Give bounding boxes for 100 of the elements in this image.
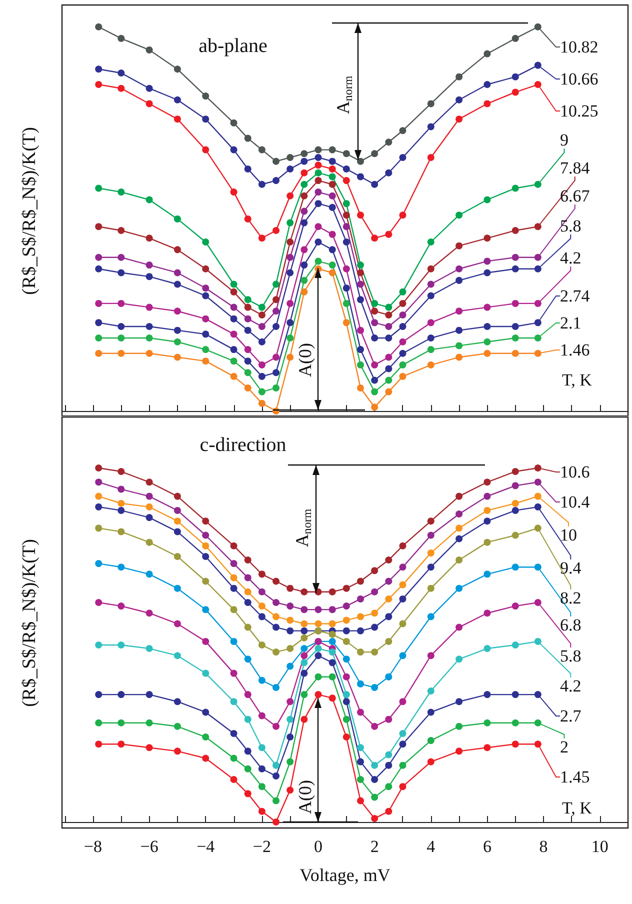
point — [512, 265, 519, 272]
point — [328, 606, 336, 614]
point — [371, 376, 378, 384]
point — [427, 708, 434, 716]
point — [328, 146, 336, 154]
point — [328, 230, 336, 238]
point — [258, 808, 266, 815]
point — [534, 23, 542, 30]
point — [244, 765, 252, 772]
point — [230, 346, 238, 354]
point — [118, 226, 125, 234]
point — [244, 304, 252, 311]
point — [427, 361, 434, 368]
point — [534, 300, 542, 307]
point — [512, 226, 519, 234]
point — [258, 372, 266, 380]
point — [230, 560, 238, 568]
point — [202, 146, 210, 154]
point — [258, 146, 266, 154]
point — [286, 662, 294, 670]
point — [342, 691, 350, 698]
point — [512, 184, 519, 192]
point — [300, 262, 308, 269]
point — [95, 492, 102, 500]
point — [286, 758, 294, 766]
point — [534, 223, 542, 230]
point — [230, 304, 238, 311]
point — [174, 308, 181, 315]
point — [286, 238, 294, 246]
point — [356, 280, 364, 288]
point — [399, 311, 406, 318]
point — [174, 280, 181, 288]
point — [534, 334, 542, 342]
point — [512, 641, 519, 648]
point — [286, 584, 294, 592]
point — [272, 323, 280, 330]
point — [202, 284, 210, 292]
point — [484, 478, 491, 486]
x-tick-label: 10 — [591, 837, 608, 856]
point — [342, 627, 350, 634]
point — [95, 691, 102, 698]
point — [258, 613, 266, 620]
point — [286, 192, 294, 200]
point — [146, 262, 153, 269]
point — [512, 468, 519, 476]
point — [328, 262, 336, 269]
point — [371, 588, 378, 596]
point — [146, 514, 153, 522]
point — [118, 323, 125, 330]
point — [512, 254, 519, 261]
point — [385, 304, 392, 311]
point — [342, 238, 350, 246]
x-tick-label: −2 — [252, 837, 271, 856]
legend-label: 1.46 — [560, 340, 590, 360]
point — [399, 127, 406, 134]
point — [328, 659, 336, 666]
point — [328, 269, 336, 276]
point — [399, 581, 406, 588]
point — [118, 254, 125, 261]
point — [146, 744, 153, 752]
point — [95, 478, 102, 486]
point — [230, 372, 238, 380]
point — [427, 549, 434, 556]
point — [230, 754, 238, 762]
point — [300, 627, 308, 634]
point — [286, 319, 294, 326]
x-tick-label: 8 — [539, 837, 548, 856]
point — [356, 758, 364, 766]
point — [95, 223, 102, 230]
point — [258, 234, 266, 242]
point — [399, 212, 406, 219]
point — [385, 613, 392, 620]
point — [118, 486, 125, 493]
point — [300, 219, 308, 226]
point — [399, 350, 406, 357]
point — [356, 708, 364, 716]
text: 5.8 — [560, 646, 582, 666]
point — [258, 304, 266, 311]
point — [174, 748, 181, 755]
point — [258, 588, 266, 596]
point — [342, 300, 350, 307]
point — [385, 673, 392, 680]
point — [230, 574, 238, 582]
point — [174, 338, 181, 346]
point — [202, 116, 210, 123]
point — [484, 350, 491, 357]
point — [272, 578, 280, 585]
point — [456, 354, 463, 361]
point — [534, 503, 542, 510]
point — [356, 173, 364, 180]
point — [512, 500, 519, 507]
point — [202, 638, 210, 645]
point — [230, 358, 238, 365]
point — [328, 192, 336, 200]
point — [314, 645, 322, 652]
point — [356, 384, 364, 392]
point — [244, 296, 252, 304]
point — [385, 138, 392, 146]
point — [512, 88, 519, 96]
point — [342, 584, 350, 592]
